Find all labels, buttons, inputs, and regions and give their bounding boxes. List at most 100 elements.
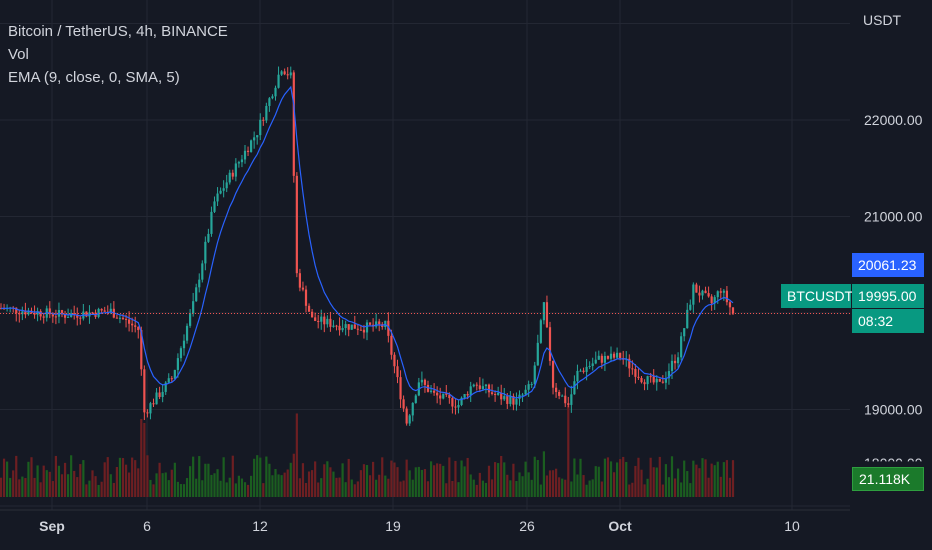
volume-bar	[131, 457, 134, 497]
candle	[256, 135, 259, 145]
candle	[481, 378, 484, 391]
candle	[533, 361, 536, 389]
hidden-price-tick: 18000.00	[864, 455, 923, 471]
candle	[512, 393, 515, 411]
time-tick-label: 26	[519, 518, 535, 534]
volume-bar	[304, 482, 308, 497]
volume-bar	[600, 481, 603, 497]
candle	[609, 346, 613, 363]
volume-bar	[652, 467, 655, 497]
volume-bar	[606, 457, 610, 497]
candle	[393, 352, 396, 374]
volume-bar	[545, 475, 549, 497]
volume-bar	[411, 479, 414, 497]
volume-bar	[88, 480, 91, 497]
volume-bar	[192, 456, 195, 497]
volume-bar	[103, 462, 106, 497]
ema-line	[0, 85, 734, 401]
volume-bar	[271, 475, 274, 497]
volume-bar	[387, 478, 390, 497]
volume-bar	[234, 483, 237, 497]
volume-bar	[112, 482, 115, 497]
candle	[207, 228, 210, 243]
candle	[18, 309, 21, 323]
candle	[222, 180, 225, 198]
volume-bar	[436, 463, 439, 497]
candle	[655, 375, 658, 391]
candle	[280, 70, 283, 76]
candle	[314, 312, 317, 322]
volume-bar	[597, 466, 600, 497]
candle	[85, 311, 88, 318]
candle	[594, 351, 597, 365]
volume-bar	[350, 479, 353, 497]
volume-bar	[616, 462, 619, 497]
volume-bar	[2, 458, 6, 497]
volume-bar	[161, 473, 164, 497]
candle	[469, 381, 472, 403]
candle	[283, 68, 286, 76]
volume-bar	[256, 455, 259, 497]
volume-bar	[33, 477, 36, 497]
volume-bar	[115, 466, 118, 497]
candles	[0, 66, 735, 426]
candle	[286, 67, 289, 80]
candle	[646, 375, 649, 390]
volume-bar	[301, 463, 305, 497]
volume-bar	[448, 457, 451, 497]
candle	[182, 334, 186, 356]
volume-bar	[365, 465, 369, 497]
volume-bar	[408, 470, 411, 497]
volume-bar	[591, 479, 594, 497]
volume-bar	[378, 474, 381, 497]
volume-bar	[414, 467, 417, 497]
volume-bar	[612, 472, 616, 497]
volume-bar	[27, 461, 30, 497]
volume-bar	[484, 482, 488, 497]
volume-bar	[338, 477, 341, 497]
volume-indicator-label[interactable]: Vol	[8, 46, 29, 63]
volume-bar	[182, 484, 186, 497]
symbol-title[interactable]: Bitcoin / TetherUS, 4h, BINANCE	[8, 23, 228, 40]
currency-label: USDT	[863, 12, 902, 28]
volume-bar	[500, 455, 503, 497]
candle	[692, 282, 695, 313]
candle	[411, 402, 414, 422]
volume-bar	[609, 461, 613, 497]
candle	[155, 388, 158, 405]
ema-indicator-label[interactable]: EMA (9, close, 0, SMA, 5)	[8, 69, 180, 86]
candle	[500, 384, 503, 405]
time-tick-label: 10	[784, 518, 800, 534]
volume-bar	[664, 464, 667, 497]
candle	[298, 268, 301, 292]
candle	[210, 206, 213, 237]
volume-bar	[179, 484, 183, 497]
candle	[561, 394, 564, 397]
volume-bar	[701, 458, 704, 497]
volume-bar	[286, 469, 289, 497]
candle	[570, 385, 573, 413]
candle	[414, 394, 417, 404]
candle	[128, 311, 131, 332]
volume-bar	[579, 458, 582, 497]
volume-bar	[341, 463, 344, 497]
volume-bar	[420, 469, 423, 497]
volume-bar	[48, 471, 51, 497]
candle	[301, 281, 305, 292]
volume-bar	[216, 469, 219, 497]
volume-bar	[152, 484, 155, 497]
volume-bar	[445, 483, 448, 497]
candle	[478, 377, 481, 393]
candle	[442, 393, 445, 400]
volume-bar	[262, 483, 265, 497]
last-price-tag: 19995.00	[852, 284, 924, 308]
volume-bar	[460, 460, 463, 497]
candle	[185, 323, 189, 344]
volume-bar	[164, 472, 167, 497]
candle	[402, 395, 405, 412]
candle	[536, 334, 539, 366]
candle	[591, 357, 594, 371]
candle	[524, 385, 527, 396]
